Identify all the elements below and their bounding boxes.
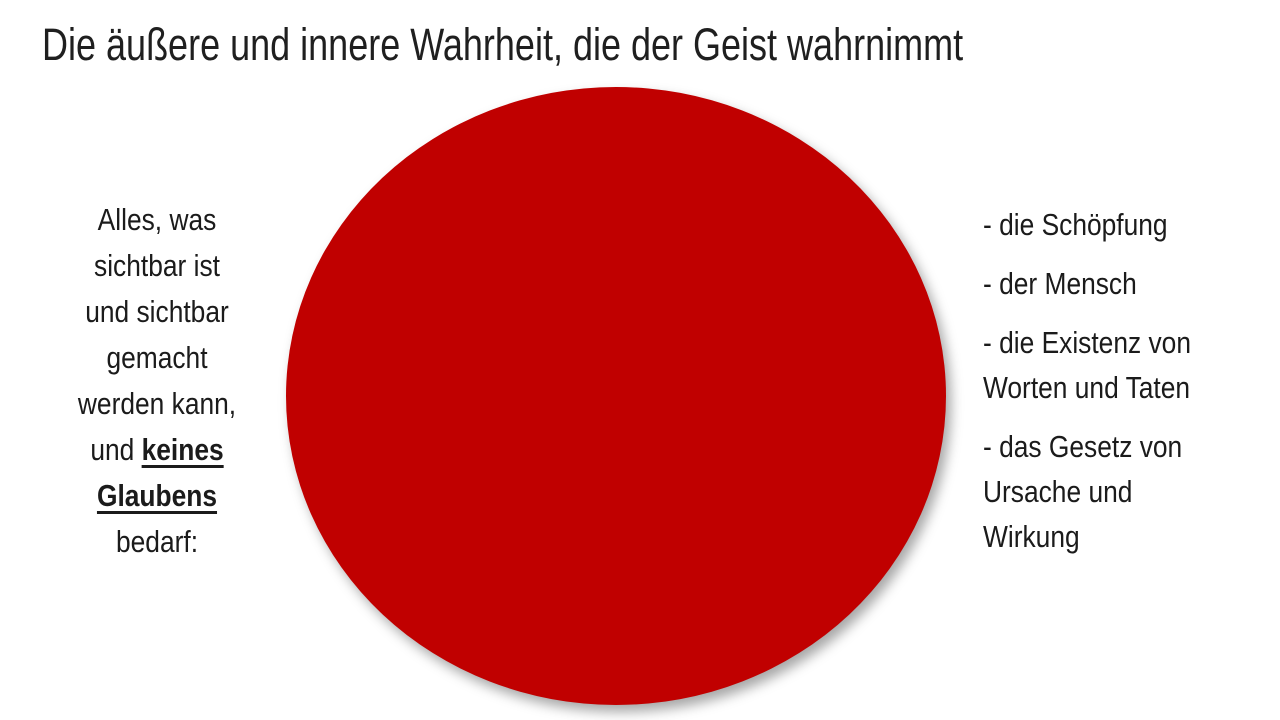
red-circle-shape	[286, 87, 946, 705]
left-text-line: bedarf:	[115, 524, 199, 559]
left-text-line: Alles, was	[97, 202, 217, 237]
left-text-line: werden kann,	[77, 386, 237, 421]
left-text-line: gemacht	[106, 340, 208, 375]
list-item-line: Wirkung	[983, 519, 1080, 554]
list-item: - der Mensch	[983, 261, 1191, 306]
list-item-line: - die Existenz von	[983, 325, 1191, 360]
left-text-line: sichtbar ist	[94, 248, 220, 283]
right-list: - die Schöpfung - der Mensch - die Exist…	[983, 202, 1191, 573]
slide-title: Die äußere und innere Wahrheit, die der …	[42, 19, 964, 70]
left-text-line: und sichtbar	[85, 294, 229, 329]
left-text-line: Glaubens	[30, 473, 285, 519]
list-item: - die Schöpfung	[983, 202, 1191, 247]
list-item-line: Worten und Taten	[983, 370, 1191, 405]
list-item-line: - das Gesetz von	[983, 429, 1183, 464]
list-item-line: - der Mensch	[983, 266, 1137, 301]
list-item-line: Ursache und	[983, 474, 1133, 509]
list-item-line: - die Schöpfung	[983, 207, 1168, 242]
list-item: - die Existenz von Worten und Taten	[983, 320, 1191, 410]
left-text-emphasis: keines	[141, 432, 224, 467]
left-text-block: Alles, was sichtbar ist und sichtbar gem…	[30, 197, 285, 565]
left-text-prefix: und	[90, 432, 142, 467]
left-text-line: und keines	[30, 427, 285, 473]
list-item: - das Gesetz von Ursache und Wirkung	[983, 424, 1191, 559]
left-text-emphasis: Glaubens	[96, 478, 218, 513]
